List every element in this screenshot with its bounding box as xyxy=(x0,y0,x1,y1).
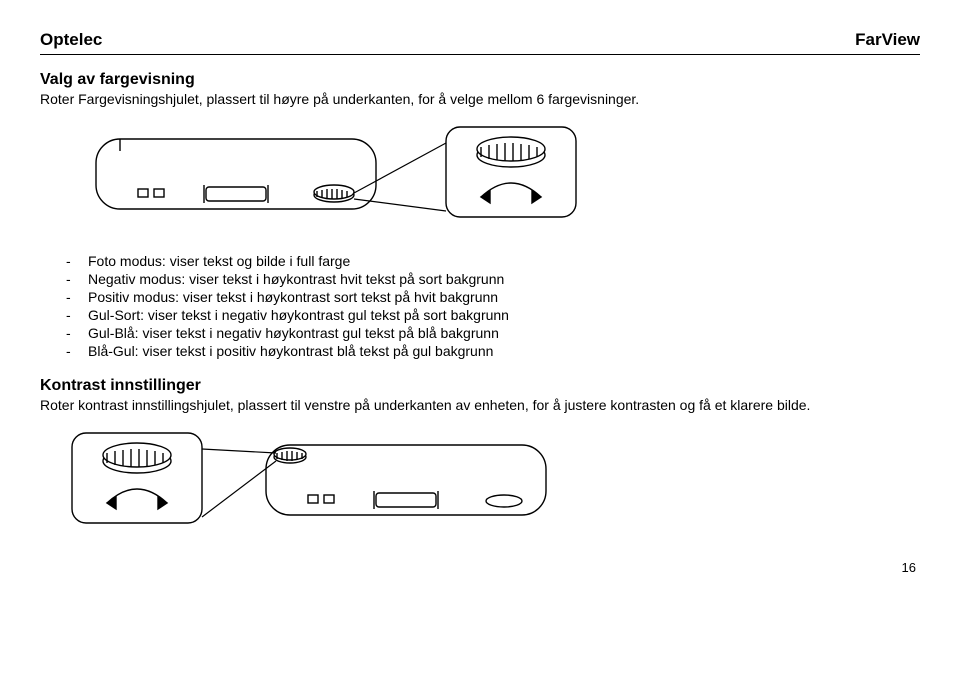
list-item: -Negativ modus: viser tekst i høykontras… xyxy=(40,271,920,287)
header-left: Optelec xyxy=(40,30,102,50)
list-item: -Foto modus: viser tekst og bilde i full… xyxy=(40,253,920,269)
dash-icon: - xyxy=(40,289,88,305)
page-header: Optelec FarView xyxy=(40,30,920,55)
page-number: 16 xyxy=(902,560,916,575)
diagram-1 xyxy=(66,119,920,239)
list-item: -Blå-Gul: viser tekst i positiv høykontr… xyxy=(40,343,920,359)
dash-icon: - xyxy=(40,325,88,341)
bullet-text: Negativ modus: viser tekst i høykontrast… xyxy=(88,271,504,287)
bullet-text: Gul-Sort: viser tekst i negativ høykontr… xyxy=(88,307,509,323)
diagram-2 xyxy=(66,425,920,545)
list-item: -Gul-Sort: viser tekst i negativ høykont… xyxy=(40,307,920,323)
list-item: -Gul-Blå: viser tekst i negativ høykontr… xyxy=(40,325,920,341)
bullet-text: Gul-Blå: viser tekst i negativ høykontra… xyxy=(88,325,499,341)
dash-icon: - xyxy=(40,343,88,359)
list-item: -Positiv modus: viser tekst i høykontras… xyxy=(40,289,920,305)
bullet-list: -Foto modus: viser tekst og bilde i full… xyxy=(40,253,920,359)
header-right: FarView xyxy=(855,30,920,50)
bullet-text: Positiv modus: viser tekst i høykontrast… xyxy=(88,289,498,305)
section2-title: Kontrast innstillinger xyxy=(40,377,920,395)
dash-icon: - xyxy=(40,307,88,323)
dash-icon: - xyxy=(40,253,88,269)
bullet-text: Blå-Gul: viser tekst i positiv høykontra… xyxy=(88,343,493,359)
dash-icon: - xyxy=(40,271,88,287)
bullet-text: Foto modus: viser tekst og bilde i full … xyxy=(88,253,350,269)
section2-para: Roter kontrast innstillingshjulet, plass… xyxy=(40,397,920,413)
section1-title: Valg av fargevisning xyxy=(40,71,920,89)
section1-para: Roter Fargevisningshjulet, plassert til … xyxy=(40,91,920,107)
